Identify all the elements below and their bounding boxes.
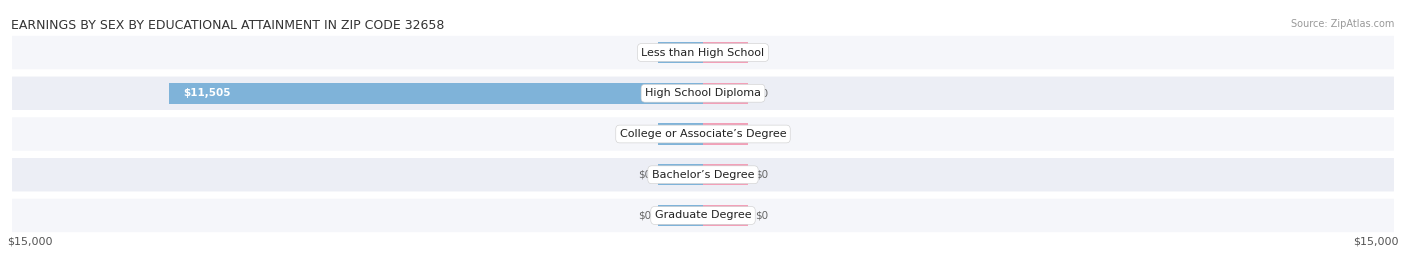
FancyBboxPatch shape (13, 199, 1393, 232)
Text: $15,000: $15,000 (7, 237, 52, 247)
Text: Graduate Degree: Graduate Degree (655, 210, 751, 221)
Bar (703, 83, 748, 104)
Bar (703, 123, 748, 145)
Bar (169, 83, 703, 104)
Text: $0: $0 (755, 47, 768, 58)
Bar (703, 164, 748, 185)
Text: $0: $0 (755, 210, 768, 221)
FancyBboxPatch shape (13, 158, 1393, 191)
Text: College or Associate’s Degree: College or Associate’s Degree (620, 129, 786, 139)
Text: $11,505: $11,505 (183, 88, 231, 98)
Text: $15,000: $15,000 (1354, 237, 1399, 247)
Bar (703, 42, 748, 63)
Bar (658, 123, 703, 145)
Text: Source: ZipAtlas.com: Source: ZipAtlas.com (1291, 19, 1395, 29)
Bar (658, 42, 703, 63)
Text: High School Diploma: High School Diploma (645, 88, 761, 98)
FancyBboxPatch shape (13, 77, 1393, 110)
FancyBboxPatch shape (13, 117, 1393, 151)
Text: Bachelor’s Degree: Bachelor’s Degree (652, 170, 754, 180)
Text: $0: $0 (755, 129, 768, 139)
Bar (658, 205, 703, 226)
Text: $0: $0 (638, 129, 651, 139)
Text: $0: $0 (638, 47, 651, 58)
Text: EARNINGS BY SEX BY EDUCATIONAL ATTAINMENT IN ZIP CODE 32658: EARNINGS BY SEX BY EDUCATIONAL ATTAINMEN… (11, 19, 444, 32)
Text: $0: $0 (638, 170, 651, 180)
Bar (658, 164, 703, 185)
Bar (703, 205, 748, 226)
Text: $0: $0 (638, 210, 651, 221)
FancyBboxPatch shape (13, 36, 1393, 69)
Text: $0: $0 (755, 170, 768, 180)
Text: Less than High School: Less than High School (641, 47, 765, 58)
Text: $0: $0 (755, 88, 768, 98)
